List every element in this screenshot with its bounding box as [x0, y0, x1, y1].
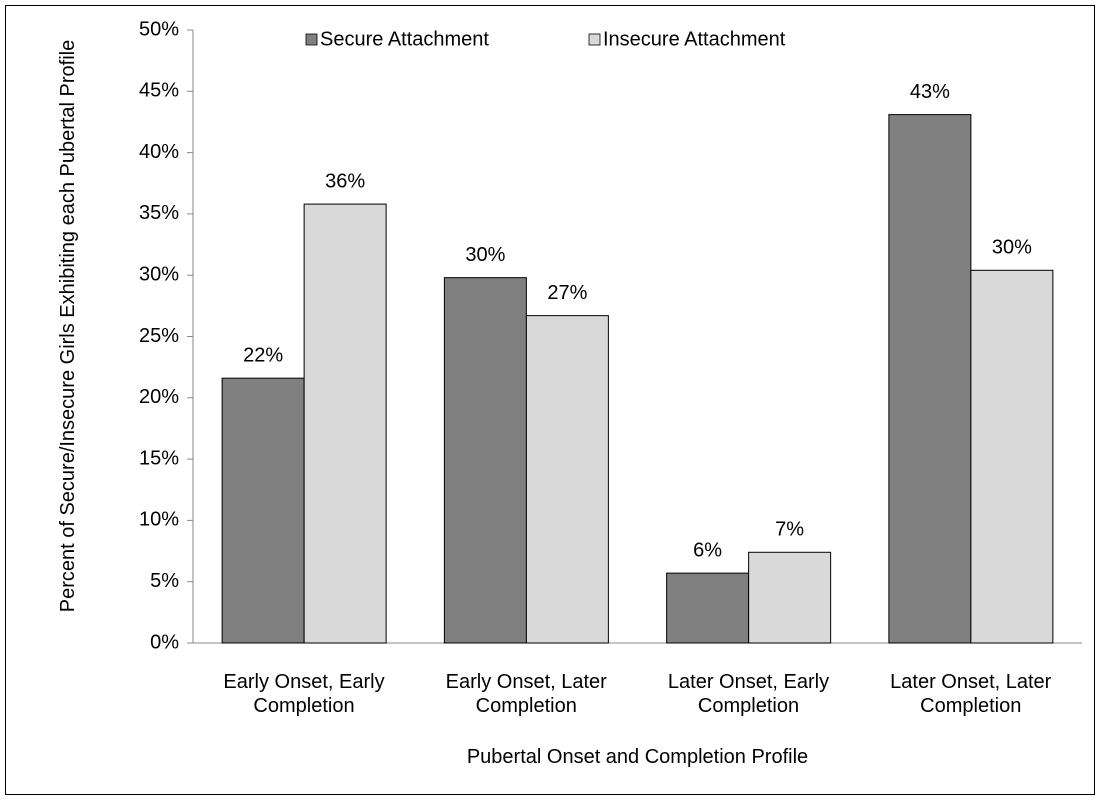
legend-swatch [305, 33, 318, 46]
y-tick-label: 35% [139, 202, 179, 224]
y-tick-label: 30% [139, 263, 179, 285]
y-tick-label: 25% [139, 325, 179, 347]
y-tick-label: 50% [139, 18, 179, 40]
legend-label: Secure Attachment [320, 28, 489, 50]
legend-label: Insecure Attachment [603, 28, 786, 50]
y-tick-label: 20% [139, 386, 179, 408]
bar [970, 269, 1054, 644]
bar [221, 377, 305, 644]
data-label: 6% [693, 539, 722, 561]
bar [666, 572, 750, 644]
y-tick-label: 5% [150, 570, 179, 592]
x-axis-title: Pubertal Onset and Completion Profile [466, 746, 809, 768]
bar [525, 315, 609, 644]
frame [5, 5, 1095, 795]
y-axis-title: Percent of Secure/Insecure Girls Exhibit… [57, 39, 79, 613]
y-tick-label: 10% [139, 509, 179, 531]
y-tick-label: 0% [150, 631, 179, 653]
bar [748, 551, 832, 644]
data-label: 7% [775, 519, 804, 541]
bar [303, 203, 387, 644]
x-tick-label: Early Onset, Early Completion [223, 671, 385, 717]
data-label: 22% [243, 344, 283, 366]
legend-swatch [588, 33, 601, 46]
data-label: 27% [547, 282, 587, 304]
data-label: 36% [325, 170, 365, 192]
x-tick-label: Early Onset, Later Completion [445, 671, 607, 717]
bar [888, 114, 972, 644]
y-tick-label: 15% [139, 447, 179, 469]
data-label: 30% [465, 244, 505, 266]
x-tick-label: Later Onset, Later Completion [890, 671, 1052, 717]
bar [443, 277, 527, 644]
data-label: 30% [992, 237, 1032, 259]
x-tick-label: Later Onset, Early Completion [667, 671, 830, 717]
y-tick-label: 45% [139, 80, 179, 102]
y-tick-label: 40% [139, 141, 179, 163]
data-label: 43% [910, 81, 950, 103]
